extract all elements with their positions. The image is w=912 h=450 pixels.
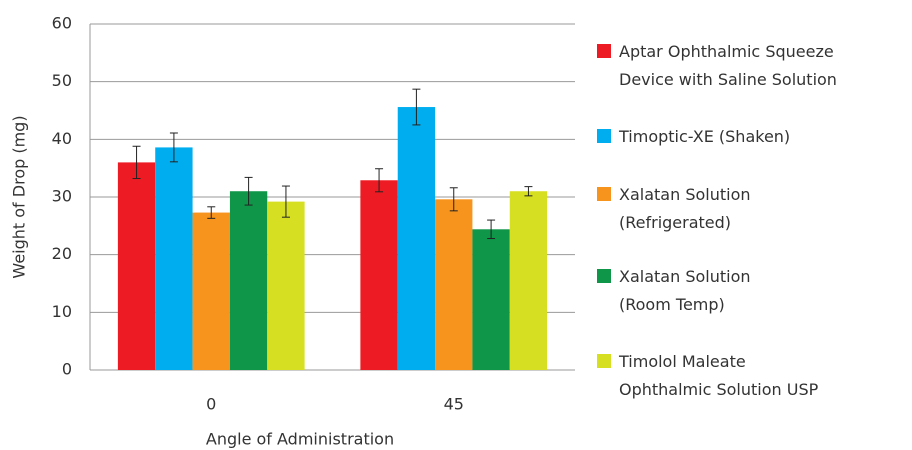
bar [192, 212, 230, 370]
bar [509, 191, 548, 370]
legend-label: Aptar Ophthalmic Squeeze Device with Sal… [619, 42, 837, 89]
legend-swatch [597, 269, 611, 283]
bar [472, 229, 510, 370]
bar [397, 107, 436, 370]
bar [155, 147, 193, 370]
legend-label: Timoptic-XE (Shaken) [619, 127, 791, 146]
legend-label: Timolol Maleate Ophthalmic Solution USP [619, 352, 819, 399]
y-tick-label: 60 [52, 14, 72, 33]
error-bar [375, 168, 384, 193]
y-tick-label: 10 [52, 302, 72, 321]
bar [229, 191, 268, 370]
error-bar [281, 185, 290, 218]
bar [360, 180, 398, 370]
y-tick-label: 0 [62, 360, 72, 379]
legend-swatch [597, 44, 611, 58]
bar [435, 199, 473, 370]
error-bar [487, 219, 496, 240]
error-bar [524, 186, 533, 197]
y-tick-label: 40 [52, 129, 72, 148]
error-bar [412, 88, 421, 126]
legend-swatch [597, 187, 611, 201]
x-tick-label: 45 [444, 395, 464, 414]
legend-item: Xalatan Solution (Refrigerated) [597, 181, 751, 237]
x-tick-label: 0 [206, 395, 216, 414]
y-tick-label: 20 [52, 244, 72, 263]
legend-item: Aptar Ophthalmic Squeeze Device with Sal… [597, 38, 837, 94]
y-tick-label: 30 [52, 187, 72, 206]
x-axis-label: Angle of Administration [206, 430, 394, 449]
legend-item: Timolol Maleate Ophthalmic Solution USP [597, 348, 818, 404]
legend-swatch [597, 129, 611, 143]
error-bar [132, 145, 141, 180]
legend-label: Xalatan Solution (Room Temp) [619, 267, 751, 314]
error-bar [207, 206, 216, 219]
y-tick-label: 50 [52, 71, 72, 90]
legend-swatch [597, 354, 611, 368]
error-bar [244, 176, 253, 206]
error-bar [449, 187, 458, 212]
bar [117, 162, 156, 370]
legend-label: Xalatan Solution (Refrigerated) [619, 185, 751, 232]
legend-item: Xalatan Solution (Room Temp) [597, 263, 751, 319]
bar [267, 201, 305, 370]
y-axis-label: Weight of Drop (mg) [10, 115, 29, 278]
error-bar [169, 132, 178, 163]
legend-item: Timoptic-XE (Shaken) [597, 123, 790, 151]
